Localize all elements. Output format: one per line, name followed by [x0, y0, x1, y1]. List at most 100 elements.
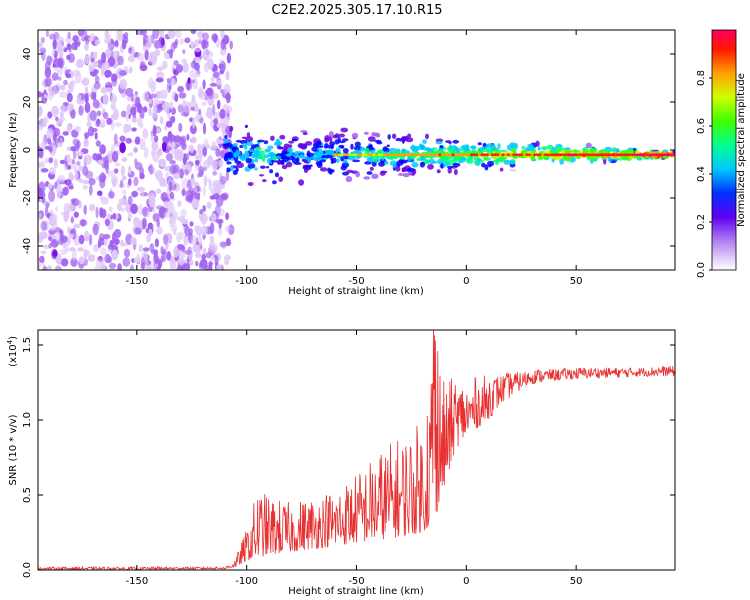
spectrogram-panel: -150 -100 -50 0 50 -40 -20 0 20 40 Height of str…: [8, 29, 676, 297]
signal-core: [501, 153, 505, 157]
noise-blob: [41, 197, 46, 204]
noise-blob: [219, 48, 227, 56]
noise-blob: [206, 201, 212, 209]
signal-core: [654, 153, 658, 157]
signal-blob: [546, 144, 554, 150]
noise-blob: [142, 247, 150, 252]
signal-blob: [259, 174, 264, 177]
signal-core: [438, 153, 442, 157]
noise-blob: [188, 228, 193, 235]
signal-core: [588, 153, 592, 157]
colorbar-tick-label: 0.0: [696, 262, 707, 278]
signal-core: [404, 153, 408, 157]
signal-blob: [340, 165, 347, 171]
noise-blob: [198, 91, 207, 100]
figure-title: C2E2.2025.305.17.10.R15: [271, 3, 442, 18]
noise-blob: [88, 234, 93, 246]
signal-blob: [330, 144, 334, 150]
colorbar-tick-label: 0.8: [696, 70, 707, 86]
svg-text:(x104): (x104): [6, 336, 19, 367]
signal-core: [470, 153, 474, 157]
noise-blob: [38, 145, 42, 157]
spectrogram-x-tick-label: -50: [348, 276, 364, 287]
signal-core: [575, 153, 579, 157]
noise-blob: [155, 77, 164, 83]
spectrogram-x-tick-label: 0: [463, 276, 469, 287]
signal-blob: [311, 146, 319, 152]
signal-blob: [406, 167, 415, 172]
signal-blob: [340, 156, 344, 162]
noise-blob: [181, 188, 186, 197]
noise-blob: [216, 122, 223, 128]
spectrogram-x-tick-label: -150: [125, 276, 148, 287]
signal-core: [615, 153, 619, 157]
signal-core: [477, 153, 482, 157]
noise-blob: [195, 252, 202, 259]
signal-core: [551, 153, 555, 157]
noise-blob: [210, 76, 215, 83]
noise-blob: [192, 77, 198, 90]
noise-blob: [201, 225, 208, 236]
noise-blob: [180, 208, 187, 218]
noise-blob: [112, 213, 117, 220]
signal-core: [375, 153, 379, 157]
signal-blob: [509, 142, 516, 147]
signal-blob: [378, 161, 386, 167]
signal-core: [456, 153, 460, 157]
colorbar: 0.0 0.2 0.4 0.6 0.8 Normalized spectral ampl…: [696, 29, 747, 278]
noise-blob: [119, 135, 126, 142]
signal-blob: [270, 135, 275, 141]
noise-blob: [177, 200, 182, 207]
noise-blob: [155, 91, 163, 99]
signal-blob: [448, 141, 452, 145]
spectrogram-x-tick-label: -100: [235, 276, 258, 287]
noise-blob: [103, 237, 108, 247]
noise-blob: [43, 93, 48, 99]
signal-blob: [286, 161, 293, 168]
noise-blob: [48, 147, 53, 152]
noise-blob: [92, 99, 100, 109]
signal-core: [354, 153, 358, 157]
noise-blob: [100, 208, 107, 219]
noise-blob: [158, 158, 167, 168]
noise-blob: [82, 179, 89, 185]
signal-core: [599, 153, 603, 157]
noise-blob: [166, 81, 172, 93]
noise-blob: [215, 79, 223, 86]
signal-blob: [503, 159, 510, 165]
signal-blob: [351, 132, 359, 139]
signal-blob: [613, 149, 620, 152]
noise-blob: [66, 92, 73, 103]
signal-blob: [319, 167, 328, 172]
noise-blob: [56, 253, 62, 265]
signal-blob: [499, 167, 504, 172]
noise-blob: [93, 244, 100, 253]
signal-core: [665, 153, 669, 157]
noise-blob: [72, 35, 79, 43]
signal-core: [649, 153, 653, 157]
noise-blob: [96, 110, 102, 117]
signal-blob: [397, 173, 404, 176]
signal-blob: [267, 145, 274, 150]
noise-blob: [38, 162, 41, 168]
signal-core: [454, 153, 458, 157]
signal-blob: [244, 145, 248, 150]
signal-blob: [545, 155, 549, 161]
noise-blob: [108, 262, 117, 270]
noise-blob: [169, 164, 177, 176]
signal-core: [667, 153, 671, 157]
noise-blob: [156, 149, 163, 157]
noise-blob: [99, 247, 107, 256]
signal-blob: [254, 146, 262, 151]
signal-core: [607, 153, 611, 157]
noise-blob: [113, 108, 119, 121]
noise-blob: [81, 218, 85, 227]
signal-core: [443, 153, 447, 157]
noise-blob: [60, 258, 69, 267]
snr-x-tick-label: 50: [570, 576, 583, 587]
noise-blob: [54, 181, 58, 189]
noise-blob: [113, 133, 118, 145]
signal-blob: [368, 157, 373, 161]
noise-blob: [123, 123, 129, 134]
signal-core: [485, 153, 489, 157]
